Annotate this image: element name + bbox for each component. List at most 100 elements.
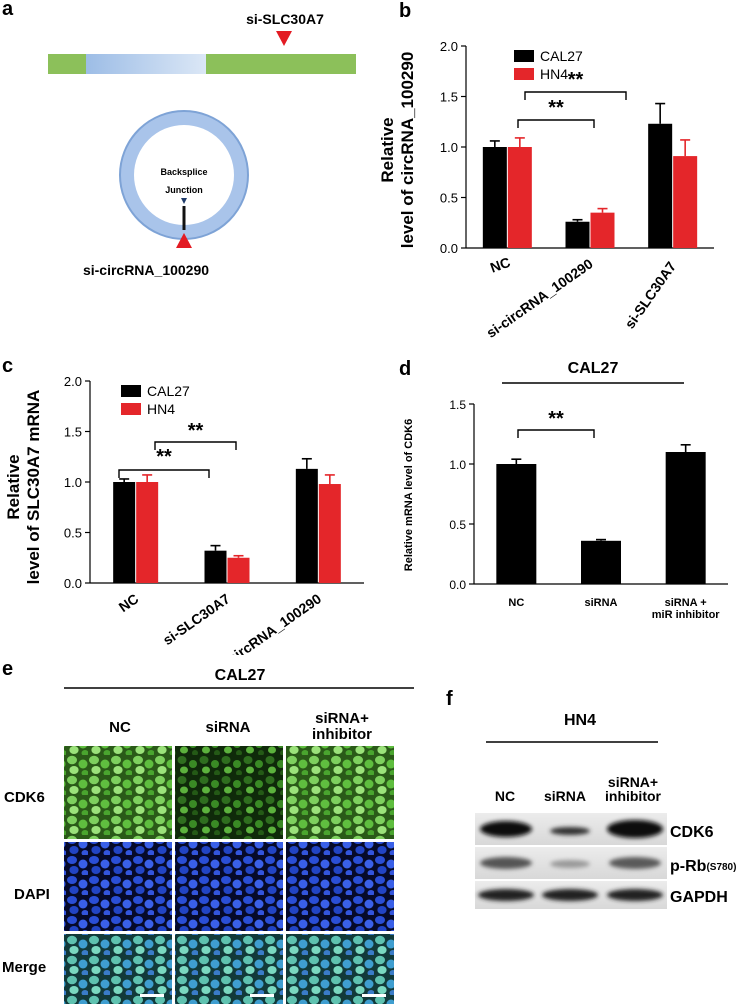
bar [590, 212, 615, 248]
chart-d-title: CAL27 [568, 360, 619, 377]
panel-d-letter: d [399, 358, 412, 380]
legend-label: CAL27 [147, 383, 190, 399]
x-tick-label: siRNA [584, 597, 617, 609]
panel-e-col-inhibitor-2: inhibitor [312, 726, 372, 743]
y-tick-label: 2.0 [64, 374, 82, 389]
img-cdk6-nc [64, 746, 172, 839]
x-tick-label: NC [488, 254, 512, 276]
panel-e-col-nc: NC [109, 719, 131, 736]
x-tick-label: si-SLC30A7 [160, 590, 233, 648]
y-axis-label: level of SLC30A7 mRNA [24, 390, 43, 585]
bar [673, 156, 698, 248]
panel-e-col-sirna: siRNA [205, 719, 250, 736]
band-prb-nc [480, 857, 532, 869]
exon-right [206, 54, 356, 74]
panel-f-col-nc: NC [495, 788, 515, 804]
y-tick-label: 0.5 [440, 191, 458, 206]
panel-f-row-cdk6: CDK6 [670, 824, 714, 841]
significance-bracket [524, 91, 627, 100]
y-axis-label: Relative mRNA level of CDK6 [403, 419, 415, 571]
img-cdk6-inhibitor [286, 746, 394, 839]
panel-e-letter: e [2, 658, 14, 680]
legend-label: HN4 [540, 66, 568, 82]
panel-f-col-inhibitor-1: siRNA+ [608, 774, 658, 790]
band-cdk6-inhibitor [607, 820, 663, 838]
panel-e-row-cdk6: CDK6 [4, 789, 45, 806]
exon-blue [86, 54, 206, 74]
si-circrna-arrow [176, 233, 192, 248]
band-gapdh-inhibitor [607, 889, 663, 901]
panel-a-letter: a [2, 0, 14, 20]
significance-bracket [118, 469, 210, 478]
bar [665, 452, 706, 584]
chart-c: 0.00.51.01.52.0NC si-SLC30A7si-circRNA_10… [4, 374, 364, 655]
y-tick-label: 1.0 [440, 140, 458, 155]
panel-f-row-prb-sub: (S780) [706, 862, 736, 873]
bar [507, 147, 532, 248]
panel-f-letter: f [446, 688, 453, 710]
chart-d: 0.0 0.5 1.0 1.5 NC siRNA siRNA +miR inhibitor *… [403, 360, 728, 621]
legend-swatch [121, 403, 141, 415]
y-axis-label: Relative [4, 454, 23, 519]
junction-marker [181, 198, 187, 204]
panel-f-col-sirna: siRNA [544, 788, 586, 804]
scalebar-inhibitor [362, 994, 386, 997]
scalebar-nc [140, 994, 164, 997]
significance-label: ** [548, 408, 564, 430]
bar [496, 464, 537, 584]
x-tick-label: NC [508, 597, 524, 609]
panel-c-letter: c [2, 355, 14, 377]
bar [227, 557, 250, 583]
legend-swatch [514, 50, 534, 62]
y-tick-label: 1.5 [440, 90, 458, 105]
bar [136, 482, 159, 583]
band-cdk6-sirna [550, 827, 590, 835]
y-tick-label: 2.0 [440, 39, 458, 54]
bar [318, 484, 341, 583]
x-tick-label: NC [116, 590, 142, 615]
si-circrna-label: si-circRNA_100290 [83, 262, 209, 278]
legend-swatch [121, 385, 141, 397]
legend-label: CAL27 [540, 48, 583, 64]
y-tick-label: 0.0 [64, 576, 82, 591]
bar [648, 123, 673, 248]
img-merge-sirna [175, 934, 283, 1004]
bar [482, 147, 507, 248]
y-tick-label: 0.0 [449, 578, 466, 592]
panel-e-row-merge: Merge [2, 959, 46, 976]
panel-e-row-dapi: DAPI [14, 886, 50, 903]
band-gapdh-sirna [542, 889, 598, 901]
panel-b-letter: b [399, 0, 412, 22]
panel-f-col-inhibitor-2: inhibitor [605, 788, 662, 804]
y-tick-label: 0.5 [64, 526, 82, 541]
bar [295, 468, 318, 583]
bar [565, 221, 590, 248]
panel-a-schematic: si-SLC30A7 Backsplice Junction si-circRN… [48, 11, 356, 278]
y-axis-label: level of circRNA_100290 [398, 52, 417, 249]
panel-e-col-inhibitor-1: siRNA+ [315, 710, 369, 727]
img-dapi-nc [64, 842, 172, 931]
legend-swatch [514, 68, 534, 80]
panel-f-title: HN4 [564, 712, 596, 729]
panel-f: HN4 NC siRNA siRNA+ inhibitor CDK6 p-Rb(… [475, 712, 736, 909]
backsplice-line1: Backsplice [160, 167, 207, 177]
y-axis-label: Relative [380, 117, 397, 182]
si-slc30a7-label: si-SLC30A7 [246, 11, 324, 27]
y-tick-label: 1.5 [449, 398, 466, 412]
img-merge-nc [64, 934, 172, 1004]
exon-left [48, 54, 86, 74]
si-slc30a7-arrow [276, 31, 292, 46]
panel-f-row-gapdh: GAPDH [670, 889, 728, 906]
img-cdk6-sirna [175, 746, 283, 839]
significance-label: ** [568, 69, 584, 91]
significance-label: ** [548, 97, 564, 119]
img-dapi-sirna [175, 842, 283, 931]
bar [113, 482, 136, 583]
y-tick-label: 1.0 [64, 475, 82, 490]
significance-bracket [517, 429, 595, 438]
significance-bracket [154, 441, 237, 450]
backsplice-line2: Junction [165, 185, 203, 195]
band-prb-sirna [550, 860, 590, 868]
y-tick-label: 1.5 [64, 425, 82, 440]
